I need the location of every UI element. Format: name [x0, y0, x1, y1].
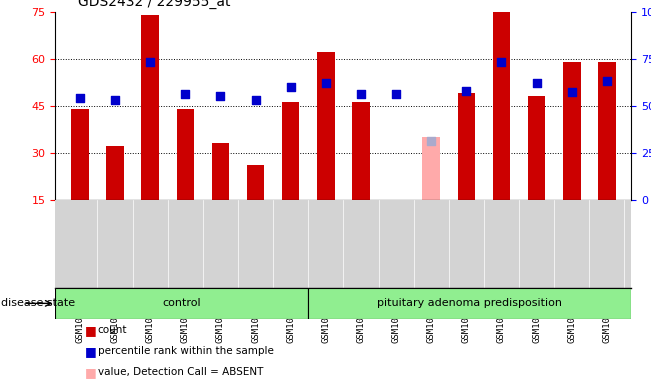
- Bar: [247, 165, 264, 200]
- Point: [251, 97, 261, 103]
- Text: value, Detection Call = ABSENT: value, Detection Call = ABSENT: [98, 367, 263, 377]
- Bar: [141, 15, 159, 200]
- Point: [602, 78, 612, 84]
- Text: ■: ■: [85, 345, 96, 358]
- Point: [321, 80, 331, 86]
- Bar: [422, 137, 440, 200]
- Bar: [212, 143, 229, 200]
- Bar: [282, 103, 299, 200]
- Point: [145, 59, 156, 65]
- Point: [286, 84, 296, 90]
- Point: [496, 59, 506, 65]
- Text: pituitary adenoma predisposition: pituitary adenoma predisposition: [378, 298, 562, 308]
- Bar: [563, 62, 581, 200]
- Point: [461, 88, 471, 94]
- Text: disease state: disease state: [1, 298, 76, 308]
- Point: [215, 93, 226, 99]
- Text: percentile rank within the sample: percentile rank within the sample: [98, 346, 273, 356]
- Point: [110, 97, 120, 103]
- Bar: [528, 96, 546, 200]
- Bar: [55, 288, 309, 319]
- Point: [426, 138, 436, 144]
- Text: ■: ■: [85, 324, 96, 337]
- Text: GDS2432 / 229955_at: GDS2432 / 229955_at: [78, 0, 231, 9]
- Point: [75, 95, 85, 101]
- Bar: [106, 146, 124, 200]
- Text: count: count: [98, 325, 127, 335]
- Bar: [458, 93, 475, 200]
- Bar: [71, 109, 89, 200]
- Bar: [176, 109, 194, 200]
- Text: control: control: [163, 298, 201, 308]
- Point: [531, 80, 542, 86]
- Point: [180, 91, 191, 98]
- Point: [391, 91, 401, 98]
- Point: [566, 89, 577, 96]
- Bar: [493, 12, 510, 200]
- Bar: [309, 288, 631, 319]
- Text: ■: ■: [85, 366, 96, 379]
- Point: [355, 91, 366, 98]
- Bar: [317, 52, 335, 200]
- Bar: [352, 103, 370, 200]
- Bar: [598, 62, 616, 200]
